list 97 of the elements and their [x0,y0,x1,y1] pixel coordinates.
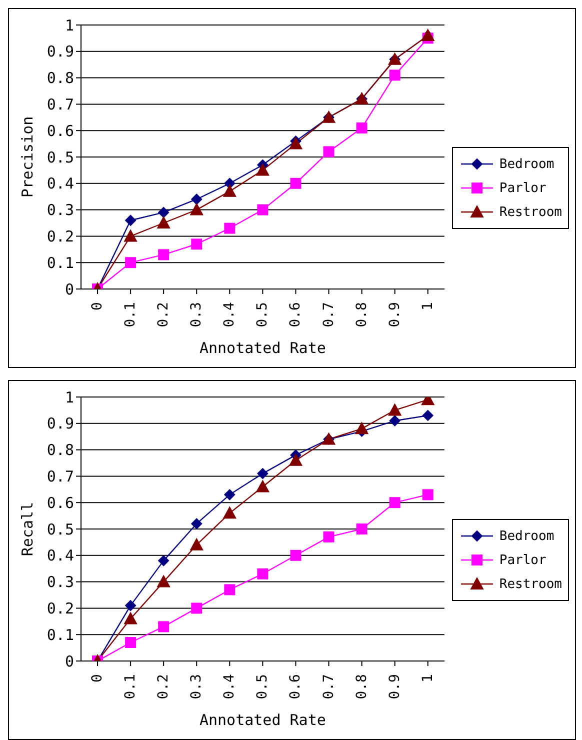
point [223,184,236,197]
y-tick-label: 0.7 [46,468,74,486]
point [256,480,270,492]
y-tick-label: 0.5 [46,520,74,538]
y-tick-label: 0.3 [46,201,74,220]
point [125,257,136,268]
x-tick-label: 0.5 [254,302,271,328]
x-tick-label: 0.7 [320,674,337,700]
y-axis-title: Recall [18,502,36,556]
x-tick-label: 0.6 [288,674,304,700]
x-tick-label: 1 [420,302,436,310]
y-tick-label: 0.2 [46,600,74,618]
y-tick-label: 0.4 [46,174,74,193]
point [224,584,236,596]
legend-label: Restroom [499,576,562,592]
point [223,506,236,519]
point [158,249,170,260]
x-tick-label: 0.5 [254,674,271,700]
legend-label: Bedroom [499,156,554,172]
x-tick-label: 0.6 [288,302,304,328]
x-tick-label: 0.9 [386,302,403,328]
point [190,538,204,550]
x-tick-label: 0.2 [156,302,172,328]
point [257,568,268,580]
point [289,137,302,150]
y-tick-label: 0.8 [46,441,74,460]
point [290,550,302,561]
x-tick-label: 0 [90,674,106,682]
y-tick-label: 1 [64,16,74,34]
point [256,164,270,176]
point [389,497,400,508]
legend-label: Bedroom [499,528,554,544]
legend-label: Restroom [499,204,562,220]
point [389,415,400,426]
point [158,621,170,632]
x-tick-label: 0 [90,302,106,310]
x-tick-label: 0.3 [188,674,205,700]
point [125,214,136,226]
y-tick-label: 0.9 [46,42,74,61]
x-tick-label: 0.9 [386,674,403,700]
y-tick-label: 0.3 [46,573,74,592]
y-tick-label: 0.7 [46,96,74,114]
x-axis-title: Annotated Rate [199,339,326,357]
y-tick-label: 1 [64,388,74,406]
x-tick-label: 0.8 [354,674,370,700]
y-tick-label: 0 [64,280,74,298]
y-axis-title: Precision [18,116,36,198]
point [289,454,302,466]
y-tick-label: 0.1 [46,254,74,272]
point [356,524,368,534]
point [157,575,170,588]
y-tick-label: 0 [64,652,74,670]
point [124,230,138,242]
y-tick-label: 0.4 [46,546,74,565]
point [355,422,368,434]
point [224,222,236,234]
point [257,468,268,480]
point [224,489,236,500]
point [323,146,334,158]
point [323,531,334,542]
y-tick-label: 0.1 [46,626,74,644]
legend-label: Parlor [499,180,546,196]
y-tick-label: 0.2 [46,228,74,246]
point [191,518,202,530]
x-tick-label: 1 [420,674,436,682]
point [389,70,400,81]
x-tick-label: 0.4 [222,674,238,700]
x-tick-label: 0.7 [320,302,337,328]
x-tick-label: 0.8 [354,302,370,328]
point [157,216,170,228]
x-tick-label: 0.1 [122,302,139,328]
y-tick-label: 0.8 [46,69,74,88]
point [422,410,434,421]
y-tick-label: 0.9 [46,414,74,433]
x-axis-title: Annotated Rate [199,711,326,729]
point [190,203,204,216]
point [158,206,170,218]
point [191,238,202,250]
x-tick-label: 0.3 [188,302,205,328]
y-tick-label: 0.5 [46,148,74,166]
point [191,602,202,614]
point [124,612,138,624]
point [125,637,136,648]
point [158,555,170,566]
point [191,194,202,205]
y-tick-label: 0.6 [46,494,74,512]
x-tick-label: 0.2 [156,674,172,700]
x-tick-label: 0.1 [122,674,139,700]
point [356,122,368,134]
point [388,404,402,416]
y-tick-label: 0.6 [46,122,74,140]
point [422,489,434,500]
point [125,600,136,612]
point [290,178,302,189]
legend-label: Parlor [499,552,546,568]
point [257,204,268,216]
x-tick-label: 0.4 [222,302,238,328]
